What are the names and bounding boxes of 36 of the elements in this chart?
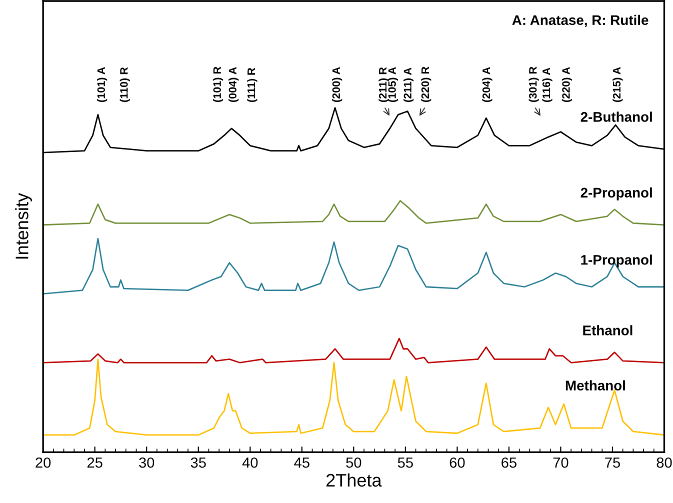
series-label: Methanol [566, 380, 625, 390]
text: (220) R [421, 66, 432, 102]
text: (110) R [120, 67, 130, 102]
text: (116) A [542, 68, 552, 102]
x-tick-label: 75 [605, 458, 620, 468]
x-tick-label: 25 [87, 457, 102, 468]
text: (105) A [388, 67, 398, 102]
text: (301) R [528, 66, 539, 102]
y-axis-title: Intensity [15, 193, 32, 259]
x-tick-label: 40 [242, 457, 258, 468]
x-tick-label: 45 [294, 458, 310, 468]
text: (211) A [403, 68, 414, 102]
x-tick-label: 60 [450, 457, 465, 468]
text: (111) R [247, 68, 258, 102]
x-tick-label: 55 [398, 458, 413, 468]
x-tick-label: 35 [190, 457, 206, 468]
series-label: 1-Propanol [581, 254, 652, 268]
series-label: Ethanol [583, 325, 632, 336]
series-label: 2-Propanol [580, 187, 652, 200]
text: (101) A [97, 67, 108, 102]
text: (220) A [562, 67, 572, 102]
x-axis-title: 2Theta [326, 473, 382, 487]
text: (101) R [212, 66, 224, 102]
text: (204) A [482, 67, 492, 102]
series-label: 2-Buthanol [580, 112, 652, 122]
x-tick-label: 20 [36, 457, 51, 468]
x-tick-label: 65 [502, 457, 516, 468]
text: (215) A [612, 67, 623, 102]
x-tick-label: 80 [656, 457, 672, 468]
text: (200) A [332, 67, 342, 102]
x-tick-label: 30 [139, 457, 154, 468]
x-tick-label: 70 [553, 457, 568, 468]
text: A: Anatase, R: Rutile [512, 14, 648, 28]
x-tick-label: 50 [346, 457, 362, 468]
text: (211) R [378, 67, 389, 102]
text: (004) A [228, 67, 239, 102]
